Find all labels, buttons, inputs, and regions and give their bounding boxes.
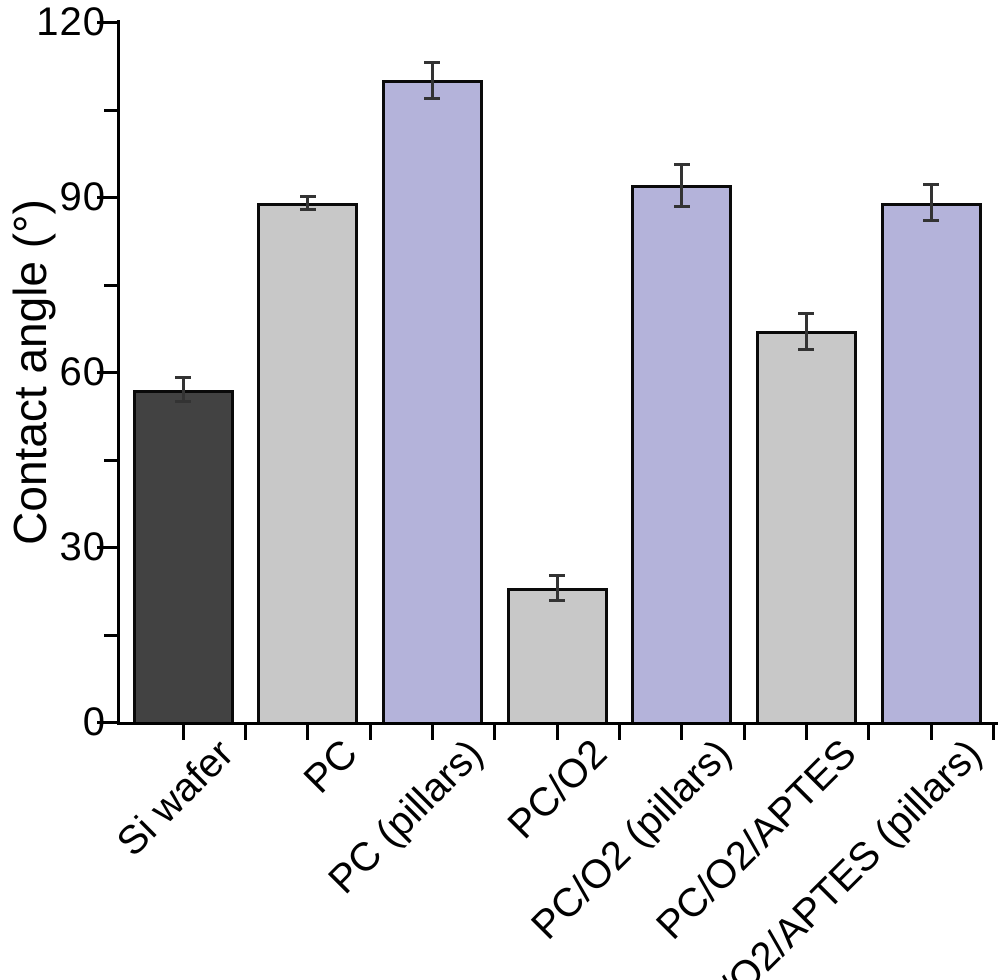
error-bar-cap-top: [175, 375, 191, 379]
x-minor-tick: [243, 725, 247, 740]
error-bar-cap-bottom: [923, 219, 940, 223]
y-minor-tick: [104, 458, 117, 462]
y-minor-tick: [104, 633, 117, 637]
bar-pc-o2-aptes-pillars: [880, 202, 982, 725]
x-major-tick: [680, 725, 684, 740]
error-bar-cap-bottom: [798, 347, 815, 351]
y-axis-line: [117, 20, 120, 725]
x-minor-tick: [617, 725, 621, 740]
error-bar-line: [804, 313, 808, 349]
x-major-tick: [804, 725, 808, 740]
bar-pc-pillars: [381, 80, 483, 725]
error-bar-line: [680, 164, 684, 206]
x-minor-tick: [742, 725, 746, 740]
y-tick-label: 120: [36, 0, 106, 45]
x-tick-label: PC/O2: [499, 731, 616, 848]
error-bar-cap-top: [798, 311, 815, 315]
bar-pc-o2: [506, 587, 608, 725]
x-tick-label: Si wafer: [108, 731, 242, 865]
error-bar-line: [555, 576, 559, 600]
y-major-tick: [97, 721, 117, 724]
x-minor-tick: [368, 725, 372, 740]
x-major-tick: [306, 725, 310, 740]
error-bar-cap-bottom: [673, 204, 690, 208]
bar-pc-o2-aptes: [755, 331, 857, 725]
error-bar-line: [181, 377, 185, 402]
y-tick-label: 90: [59, 175, 106, 220]
y-tick-label: 60: [59, 350, 106, 395]
y-minor-tick: [104, 108, 117, 112]
error-bar-cap-top: [424, 60, 441, 64]
y-tick-label: 0: [82, 700, 106, 744]
error-bar-cap-top: [673, 162, 690, 166]
error-bar-cap-bottom: [424, 96, 441, 100]
error-bar-cap-top: [549, 574, 565, 578]
x-major-tick: [430, 725, 434, 740]
bar-si-wafer: [132, 389, 234, 725]
error-bar-line: [430, 62, 434, 98]
y-minor-tick: [104, 283, 117, 287]
error-bar-cap-bottom: [175, 400, 191, 404]
x-minor-tick: [991, 725, 995, 740]
x-major-tick: [181, 725, 185, 740]
error-bar-cap-top: [299, 195, 316, 199]
bar-pc-o2-pillars: [631, 185, 733, 725]
y-tick-label: 30: [59, 525, 106, 569]
x-minor-tick: [493, 725, 497, 740]
x-tick-label: PC: [295, 731, 367, 802]
error-bar-cap-bottom: [549, 598, 565, 602]
x-axis-line: [117, 722, 998, 725]
x-minor-tick: [867, 725, 871, 740]
y-major-tick: [97, 546, 117, 549]
y-major-tick: [97, 21, 117, 25]
error-bar-cap-bottom: [299, 207, 316, 211]
bar-pc: [257, 202, 359, 725]
x-major-tick: [929, 725, 933, 740]
error-bar-cap-top: [923, 183, 940, 187]
y-major-tick: [97, 371, 117, 375]
x-major-tick: [555, 725, 559, 740]
y-axis-title: Contact angle (°): [4, 199, 56, 545]
y-major-tick: [97, 196, 117, 200]
error-bar-line: [306, 197, 310, 209]
error-bar-line: [929, 185, 933, 221]
